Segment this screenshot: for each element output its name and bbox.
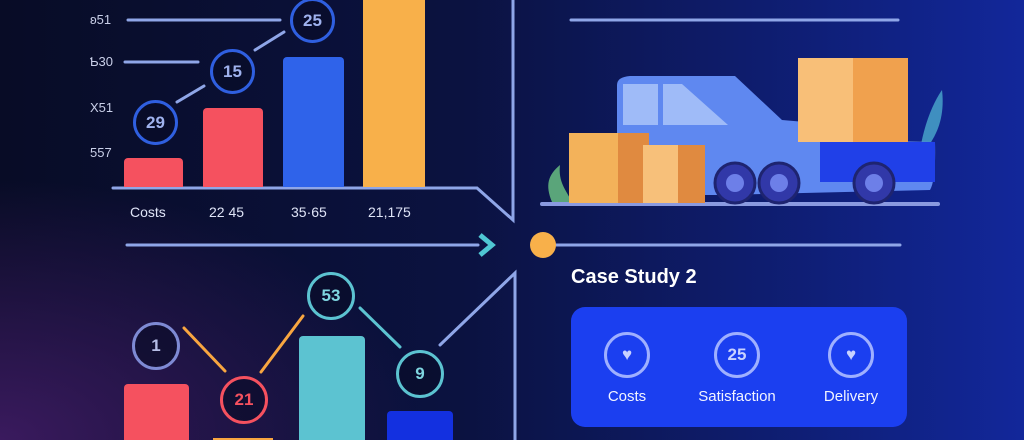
value-marker: 15 [210, 49, 255, 94]
y-tick: 557 [90, 145, 112, 160]
value-marker: 29 [133, 100, 178, 145]
timeline-dot [530, 232, 556, 258]
bar [124, 158, 183, 187]
case-study-panel: ♥ Costs 25 Satisfaction ♥ Delivery [571, 307, 907, 427]
metric-label: Delivery [823, 388, 879, 405]
number-icon: 25 [714, 332, 760, 378]
metric-label: Satisfaction [698, 388, 776, 405]
bar [203, 108, 263, 187]
heart-check-icon: ♥ [604, 332, 650, 378]
bar [363, 0, 425, 187]
bar [299, 336, 365, 440]
x-label: 21,175 [368, 204, 411, 220]
bar [283, 57, 344, 187]
value-marker: 9 [396, 350, 444, 398]
heart-badge-icon: ♥ [828, 332, 874, 378]
case-study-title: Case Study 2 [571, 266, 697, 288]
x-label: 35·65 [291, 204, 327, 220]
metric-costs[interactable]: ♥ Costs [572, 332, 682, 405]
metric-satisfaction[interactable]: 25 Satisfaction [682, 332, 792, 405]
x-label: Costs [130, 204, 166, 220]
value-marker: 53 [307, 272, 355, 320]
metric-delivery[interactable]: ♥ Delivery [796, 332, 906, 405]
metric-label: Costs [607, 388, 647, 405]
y-tick: ʚ51 [90, 12, 112, 27]
bar [213, 438, 273, 440]
y-tick: X51 [90, 100, 114, 115]
value-marker: 25 [290, 0, 335, 43]
bar [124, 384, 189, 440]
value-marker: 21 [220, 376, 268, 424]
value-marker: 1 [132, 322, 180, 370]
x-label: 22 45 [209, 204, 245, 220]
y-tick: Ƅ30 [90, 54, 113, 69]
bar [387, 411, 453, 440]
arrow-icon [478, 233, 496, 257]
